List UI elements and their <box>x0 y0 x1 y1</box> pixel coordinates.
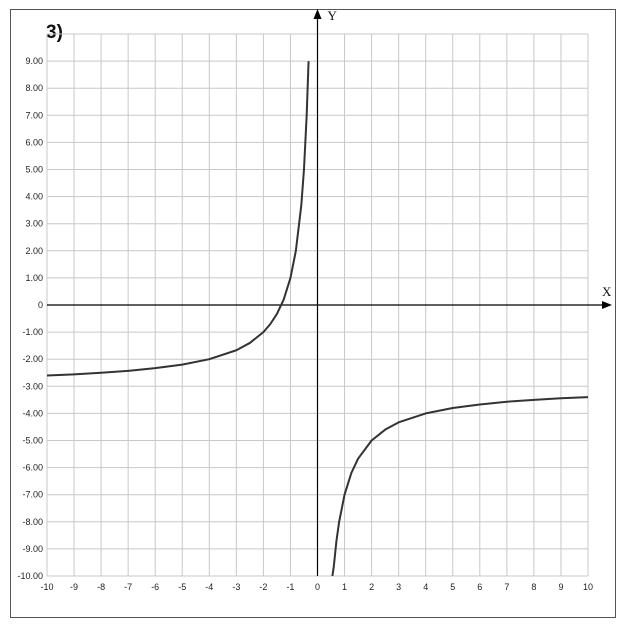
x-axis-arrow <box>602 301 612 309</box>
y-tick-label: 5.00 <box>25 165 43 175</box>
curve-left <box>46 61 310 377</box>
y-tick-label: 8.00 <box>25 83 43 93</box>
y-tick-label: -1.00 <box>22 327 43 337</box>
x-axis-label: X <box>602 284 612 299</box>
y-axis-label: Y <box>328 8 338 23</box>
x-tick-label: 0 <box>315 582 320 592</box>
y-tick-labels: -10.00 -9.00 -8.00 -7.00 -6.00 -5.00 -4.00 -3.0… <box>17 56 43 581</box>
x-tick-labels: -10 -9 -8 -7 -6 -5 -4 -3 -2 -1 0 1 2 3 4 5 6 7 8 9 10 <box>40 582 593 592</box>
x-tick-label: 7 <box>504 582 509 592</box>
y-tick-label: 1.00 <box>25 273 43 283</box>
x-tick-label: -10 <box>40 582 53 592</box>
y-tick-label: -9.00 <box>22 544 43 554</box>
y-tick-label: 7.00 <box>25 110 43 120</box>
panel-label: 3) <box>46 22 63 43</box>
curve-right <box>331 396 589 577</box>
y-tick-label: -2.00 <box>22 354 43 364</box>
x-tick-label: -3 <box>232 582 240 592</box>
x-tick-label: -1 <box>286 582 294 592</box>
x-tick-label: 3 <box>396 582 401 592</box>
x-tick-label: 6 <box>477 582 482 592</box>
axes <box>47 9 612 576</box>
y-tick-label: 6.00 <box>25 137 43 147</box>
x-tick-label: 5 <box>450 582 455 592</box>
y-tick-label: 4.00 <box>25 192 43 202</box>
y-tick-label: -7.00 <box>22 490 43 500</box>
x-tick-label: -6 <box>151 582 159 592</box>
y-tick-label: 9.00 <box>25 56 43 66</box>
x-tick-label: -2 <box>259 582 267 592</box>
x-tick-label: 9 <box>558 582 563 592</box>
y-tick-label: -4.00 <box>22 408 43 418</box>
y-tick-label: 3.00 <box>25 219 43 229</box>
y-tick-label: 0 <box>38 300 43 310</box>
y-axis-arrow <box>313 9 322 19</box>
curves <box>46 61 589 577</box>
x-tick-label: -9 <box>70 582 78 592</box>
x-tick-label: -8 <box>97 582 105 592</box>
y-tick-label: -6.00 <box>22 463 43 473</box>
y-tick-label: -5.00 <box>22 436 43 446</box>
x-tick-label: 1 <box>342 582 347 592</box>
y-tick-label: -3.00 <box>22 381 43 391</box>
x-tick-label: -4 <box>205 582 213 592</box>
y-tick-label: -10.00 <box>17 571 43 581</box>
x-tick-label: 2 <box>369 582 374 592</box>
x-tick-label: 8 <box>531 582 536 592</box>
y-tick-label: 2.00 <box>25 246 43 256</box>
x-tick-label: 4 <box>423 582 428 592</box>
x-tick-label: -5 <box>178 582 186 592</box>
y-tick-label: -8.00 <box>22 517 43 527</box>
x-tick-label: -7 <box>124 582 132 592</box>
x-tick-label: 10 <box>583 582 593 592</box>
chart-frame <box>10 9 616 618</box>
